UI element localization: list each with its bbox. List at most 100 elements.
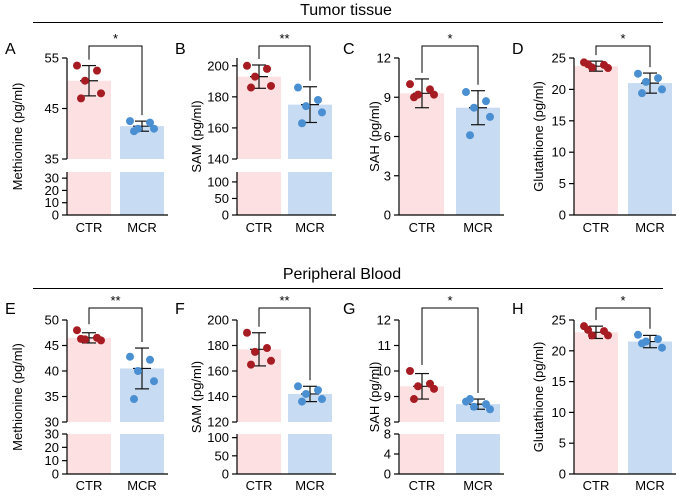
- data-point-ctr: [604, 64, 612, 73]
- data-point-mcr: [642, 77, 650, 86]
- data-point-mcr: [466, 395, 474, 404]
- y-axis-label: SAM (pg/ml): [189, 100, 204, 172]
- data-point-ctr: [410, 93, 418, 102]
- y-tick-label: 11: [378, 338, 392, 353]
- data-point-ctr: [243, 328, 251, 337]
- data-point-mcr: [130, 395, 138, 404]
- y-tick-label: 30: [45, 415, 59, 430]
- panel-letter: H: [512, 301, 524, 318]
- data-point-ctr: [97, 89, 105, 98]
- data-point-mcr: [146, 118, 154, 127]
- x-category-label: CTR: [409, 220, 436, 235]
- data-point-mcr: [486, 112, 494, 121]
- y-tick-label: 9: [384, 389, 391, 404]
- x-category-label: MCR: [635, 478, 665, 493]
- y-tick-label: 20: [45, 440, 59, 455]
- panel-letter: G: [343, 301, 355, 318]
- y-tick-label: 50: [215, 191, 229, 206]
- significance-bracket: [88, 45, 143, 116]
- y-tick-label: 20: [45, 183, 59, 198]
- bar-ctr-upper: [67, 337, 111, 422]
- panel-b: B SAM (pg/ml) 140 160 180 200 0 50 100 CTR MCR **: [175, 31, 336, 235]
- significance-marker: **: [279, 293, 289, 308]
- bar-mcr: [456, 107, 500, 215]
- y-tick-label: 10: [552, 145, 566, 160]
- y-tick-label: 10: [45, 453, 59, 468]
- y-tick-label: 9: [384, 90, 391, 105]
- y-tick-label: 3: [384, 168, 391, 183]
- data-point-mcr: [462, 88, 470, 97]
- data-point-ctr: [267, 356, 275, 365]
- y-tick-label: 45: [45, 101, 59, 116]
- y-tick-label: 10: [45, 195, 59, 210]
- y-tick-label: 35: [45, 152, 59, 167]
- y-axis-label: Glutathione (pg/ml): [531, 342, 546, 453]
- y-tick-label: 0: [52, 208, 59, 223]
- significance-bracket: [595, 307, 651, 329]
- significance-marker: *: [447, 293, 452, 308]
- data-point-ctr: [251, 72, 259, 81]
- data-point-ctr: [430, 384, 438, 393]
- significance-bracket: [421, 45, 479, 85]
- y-tick-label: 12: [377, 313, 391, 328]
- data-point-mcr: [638, 89, 646, 98]
- bar-mcr-lower: [456, 434, 500, 474]
- y-axis-label: SAH (pg/ml): [367, 101, 382, 172]
- y-tick-label: 15: [552, 374, 566, 389]
- significance-marker: **: [110, 293, 120, 308]
- panel-letter: D: [512, 41, 524, 58]
- y-tick-label: 180: [207, 89, 229, 104]
- data-point-ctr: [73, 326, 81, 335]
- y-axis-label: Methionine (pg/ml): [10, 83, 25, 191]
- y-tick-label: 35: [45, 389, 59, 404]
- significance-bracket: [421, 307, 479, 394]
- bar-ctr-lower: [67, 172, 111, 215]
- data-point-ctr: [584, 325, 592, 334]
- y-tick-label: 0: [559, 467, 566, 482]
- x-category-label: CTR: [583, 220, 610, 235]
- y-axis-label: SAM (pg/ml): [189, 361, 204, 433]
- panel-h: H Glutathione (pg/ml) 0 5 10 15 20 25 CTR MCR *: [512, 293, 676, 493]
- x-category-label: CTR: [246, 220, 273, 235]
- data-point-mcr: [318, 108, 326, 117]
- panel-d: D Glutathione (pg/ml) 0 5 10 15 20 25 CTR MCR *: [512, 31, 676, 235]
- y-tick-label: 20: [552, 343, 566, 358]
- bar-mcr-lower: [288, 172, 332, 215]
- x-category-label: MCR: [463, 478, 493, 493]
- y-tick-label: 120: [207, 415, 229, 430]
- x-category-label: CTR: [246, 478, 273, 493]
- data-point-ctr: [77, 334, 85, 343]
- section-title-tumor: Tumor tissue: [300, 2, 392, 19]
- significance-bracket: [595, 45, 651, 68]
- y-tick-label: 8: [384, 427, 391, 442]
- panel-letter: F: [175, 301, 185, 318]
- y-tick-label: 0: [384, 208, 391, 223]
- data-point-ctr: [406, 367, 414, 375]
- significance-bracket: [258, 45, 311, 81]
- y-tick-label: 45: [45, 338, 59, 353]
- y-tick-label: 25: [552, 313, 566, 328]
- y-tick-label: 40: [45, 364, 59, 379]
- data-point-mcr: [294, 382, 302, 391]
- panel-letter: C: [343, 41, 355, 58]
- section-title-blood: Peripheral Blood: [283, 266, 401, 283]
- panel-letter: A: [5, 41, 16, 58]
- data-point-mcr: [134, 367, 142, 375]
- panel-letter: B: [175, 41, 186, 58]
- y-tick-label: 15: [552, 113, 566, 128]
- data-point-mcr: [470, 103, 478, 112]
- x-category-label: CTR: [583, 478, 610, 493]
- bar-ctr-lower: [67, 434, 111, 474]
- bar-mcr-lower: [288, 434, 332, 474]
- data-point-mcr: [302, 389, 310, 398]
- y-tick-label: 50: [45, 313, 59, 328]
- x-category-label: MCR: [295, 220, 325, 235]
- y-tick-label: 160: [207, 120, 229, 135]
- data-point-ctr: [410, 395, 418, 404]
- bar-mcr: [628, 341, 672, 474]
- significance-marker: *: [113, 31, 118, 46]
- bar-mcr-lower: [120, 172, 164, 215]
- data-point-mcr: [298, 119, 306, 128]
